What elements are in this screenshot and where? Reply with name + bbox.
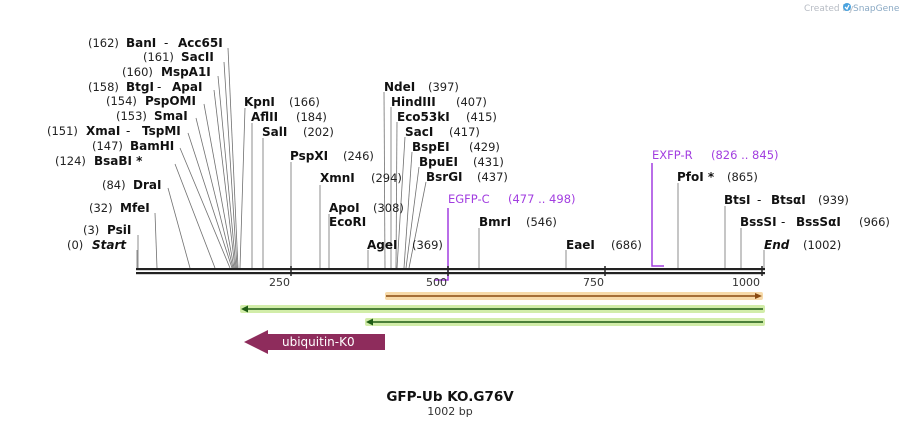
tick-label-250: 250 <box>269 276 290 289</box>
site-pspxi: PspXI (246) <box>290 145 374 164</box>
site-btsi: BtsI - BtsαI (939) <box>724 189 849 208</box>
leader-btgi <box>213 89 236 269</box>
tick-label-750: 750 <box>583 276 604 289</box>
site-xmai: (151) XmaI - TspMI <box>47 120 181 139</box>
sequence-ruler: 250 500 750 1000 <box>136 266 765 289</box>
site-apoi: ApoI (308) <box>329 197 404 216</box>
ubiquitin-k0-feature <box>244 330 385 354</box>
site-agei: AgeI (369) <box>367 234 443 253</box>
primers: EGFP-C (477 .. 498) EXFP-R (826 .. 845) <box>435 144 779 281</box>
site-banI: (162) BanI - Acc65I <box>88 32 223 51</box>
leader-saci <box>396 136 406 269</box>
site-ecori: EcoRI <box>329 215 366 229</box>
site-pspomi: (154) PspOMI <box>106 90 196 109</box>
leader-sacII <box>223 61 238 269</box>
site-aflii: AflII (184) <box>251 106 327 125</box>
ubiquitin-k0-label: ubiquitin-K0 <box>282 335 355 349</box>
green-feature-2-arrowhead <box>366 318 373 326</box>
snapgene-logo-icon <box>843 3 851 11</box>
dna-backbone <box>136 268 765 271</box>
primer-exfp-r-mark <box>651 163 664 267</box>
credit-text: Created by <box>804 4 854 14</box>
site-saci: SacI (417) <box>405 121 480 140</box>
site-hindiii: HindIII (407) <box>391 91 487 110</box>
site-mspa1i: (160) MspA1I <box>122 61 211 80</box>
site-psii: (3) PsiI <box>83 219 131 238</box>
leader-ndei <box>383 91 386 269</box>
leader-mfei <box>154 212 158 269</box>
site-bpuei: BpuEI (431) <box>419 151 504 170</box>
site-sali: SalI (202) <box>262 121 334 140</box>
site-start: (0) Start <box>67 234 127 253</box>
leader-xmai <box>187 132 233 269</box>
orange-feature-arrowhead <box>755 293 762 299</box>
site-drai: (84) DraI <box>102 174 161 193</box>
tick-label-1000: 1000 <box>732 276 760 289</box>
site-end: End (1002) <box>764 234 841 253</box>
site-labels-left: (162) BanI - Acc65I (161) SacII (160) Ms… <box>47 32 223 253</box>
map-title: GFP-Ub KO.G76V <box>386 389 514 405</box>
leader-bsabi <box>174 163 216 269</box>
site-labels-right: KpnI (166) AflII (184) SalI (202) PspXI … <box>244 76 890 253</box>
leader-drai <box>167 187 191 269</box>
site-bsabi: (124) BsaBI * <box>55 150 143 169</box>
leader-bamhi <box>179 147 231 269</box>
leader-mspa1i <box>217 75 237 269</box>
green-feature-1-arrowhead <box>241 305 248 313</box>
site-eco53ki: Eco53kI (415) <box>397 106 497 125</box>
map-length: 1002 bp <box>427 405 472 418</box>
leader-pspomi <box>203 103 235 269</box>
primer-exfp-r: EXFP-R (826 .. 845) <box>652 144 779 163</box>
site-ndei: NdeI (397) <box>384 76 459 95</box>
site-bsssi: BssSI - BssSαI (966) <box>740 211 890 230</box>
site-eaei: EaeI (686) <box>566 234 642 253</box>
leader-bpuei <box>405 166 420 269</box>
leader-smai <box>195 117 234 269</box>
leader-bspei <box>403 151 413 269</box>
tick-label-500: 500 <box>426 276 447 289</box>
site-bspei: BspEI (429) <box>412 136 500 155</box>
site-bmri: BmrI (546) <box>479 211 557 230</box>
leader-bsrgi <box>408 181 427 269</box>
site-bsrgi: BsrGI (437) <box>426 166 508 185</box>
site-btgi: (158) BtgI - ApaI <box>88 76 202 95</box>
leader-kpni <box>239 107 246 269</box>
credit-brand: SnapGene <box>853 4 900 14</box>
snapgene-credit: Created by SnapGene <box>804 3 900 14</box>
leader-banI <box>227 47 239 269</box>
site-sacII: (161) SacII <box>143 46 214 65</box>
site-mfei: (32) MfeI <box>89 197 150 216</box>
site-kpni: KpnI (166) <box>244 91 320 110</box>
site-pfoi: PfoI * (865) <box>677 166 758 185</box>
site-smai: (153) SmaI <box>116 105 188 124</box>
site-xmni: XmnI (294) <box>320 167 402 186</box>
features: ubiquitin-K0 <box>240 292 765 354</box>
leader-lines <box>136 47 765 269</box>
site-bamhi: (147) BamHI <box>92 135 174 154</box>
dna-backbone-lower <box>136 272 765 275</box>
leader-eco53ki <box>395 121 398 269</box>
primer-egfp-c-mark <box>435 208 449 281</box>
primer-egfp-c: EGFP-C (477 .. 498) <box>448 188 576 207</box>
